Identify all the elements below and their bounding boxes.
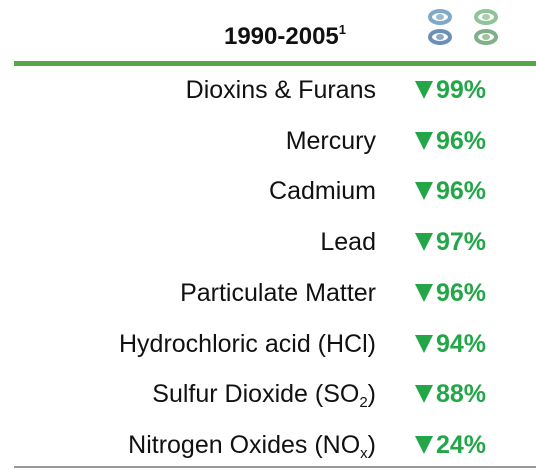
down-arrow: [414, 282, 434, 302]
change-value: 94%: [436, 330, 486, 358]
change-value: 96%: [436, 177, 486, 205]
label-text: Particulate Matter: [180, 279, 376, 307]
change-value: 24%: [436, 431, 486, 459]
bottom-rule: [14, 466, 536, 468]
label-text: Hydrochloric acid (HCl): [119, 330, 376, 358]
change-value: 96%: [436, 279, 486, 307]
change-value: 96%: [436, 127, 486, 155]
change-value: 99%: [436, 76, 486, 104]
row-change: 24%: [414, 430, 486, 460]
page: 1990-20051 Dioxins & Furans 99% Mercury 96%…: [0, 0, 536, 470]
footnote-mark: 1: [339, 22, 346, 37]
title-text: 1990-2005: [224, 23, 339, 50]
label-end: ): [368, 380, 376, 408]
row-change: 96%: [414, 278, 486, 308]
header-title: 1990-20051: [150, 22, 420, 51]
row-change: 96%: [414, 176, 486, 206]
row-label: Sulfur Dioxide (SO2): [152, 379, 376, 418]
header-rule: [14, 61, 536, 66]
row-change: 97%: [414, 227, 486, 257]
down-arrow: [414, 333, 434, 353]
label-text: Nitrogen Oxides (NO: [128, 431, 360, 459]
row-change: 96%: [414, 126, 486, 156]
label-text: Lead: [320, 228, 376, 256]
down-arrow: [414, 180, 434, 200]
label-text: Dioxins & Furans: [186, 76, 376, 104]
label-end: ): [368, 431, 376, 459]
icons: [418, 4, 518, 46]
label-subscript: x: [360, 445, 368, 462]
label-subscript: 2: [359, 394, 367, 411]
label-text: Sulfur Dioxide (SO: [152, 380, 359, 408]
row-label: Hydrochloric acid (HCl): [119, 329, 376, 359]
row-change: 88%: [414, 379, 486, 409]
down-arrow: [414, 79, 434, 99]
row-label: Particulate Matter: [180, 278, 376, 308]
row-label: Lead: [320, 227, 376, 257]
row-label: Cadmium: [269, 176, 376, 206]
row-change: 94%: [414, 329, 486, 359]
down-arrow: [414, 383, 434, 403]
down-arrow: [414, 434, 434, 454]
down-arrow: [414, 231, 434, 251]
label-text: Cadmium: [269, 177, 376, 205]
row-label: Dioxins & Furans: [186, 75, 376, 105]
change-value: 97%: [436, 228, 486, 256]
row-label: Mercury: [286, 126, 376, 156]
row-label: Nitrogen Oxides (NOx): [128, 430, 376, 469]
change-value: 88%: [436, 380, 486, 408]
down-arrow: [414, 130, 434, 150]
label-text: Mercury: [286, 127, 376, 155]
row-change: 99%: [414, 75, 486, 105]
